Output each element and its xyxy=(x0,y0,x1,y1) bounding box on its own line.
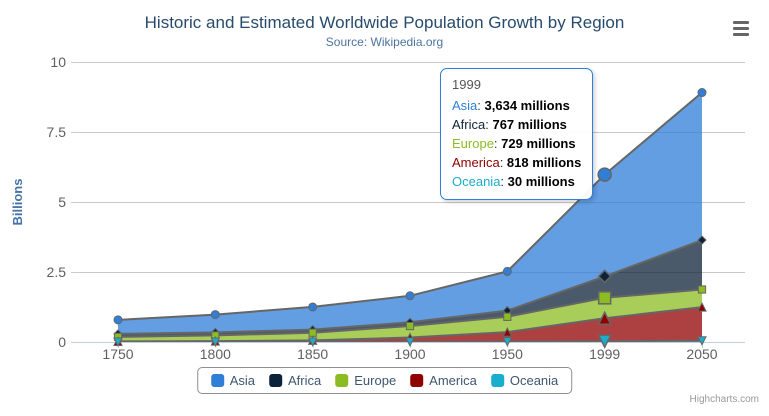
y-axis-title: Billions xyxy=(10,179,25,226)
tooltip-series-name: Oceania xyxy=(452,174,501,189)
tooltip-value: 30 millions xyxy=(507,174,575,189)
tooltip-value: 767 millions xyxy=(492,117,567,132)
tooltip-value: 3,634 millions xyxy=(484,98,570,113)
context-menu-icon[interactable] xyxy=(733,21,749,39)
x-axis-label-1850: 1850 xyxy=(297,346,328,362)
marker-europe-2050 xyxy=(697,285,707,294)
tooltip-series-name: Asia xyxy=(452,98,478,113)
marker-oceania-1900 xyxy=(405,337,415,347)
tooltip-row-america: America: 818 millions xyxy=(452,155,582,170)
marker-america-1950 xyxy=(502,327,513,337)
legend-item-asia[interactable]: Asia xyxy=(210,373,256,388)
hamburger-bar xyxy=(733,27,749,30)
y-axis-label-0: 0 xyxy=(58,334,66,350)
marker-asia-1999 xyxy=(597,167,612,182)
marker-asia-1900 xyxy=(405,291,415,301)
marker-asia-1850 xyxy=(308,302,318,312)
marker-asia-1950 xyxy=(502,266,512,276)
legend-item-africa[interactable]: Africa xyxy=(269,373,321,388)
y-axis-label-10: 10 xyxy=(50,54,66,70)
markers-oceania[interactable] xyxy=(113,334,707,349)
x-axis-label-1900: 1900 xyxy=(394,346,425,362)
chart-subtitle: Source: Wikipedia.org xyxy=(325,35,444,49)
legend-swatch-icon xyxy=(410,374,424,387)
marker-africa-2050 xyxy=(697,235,707,245)
marker-oceania-1800 xyxy=(210,337,221,348)
tooltip-rows: Asia: 3,634 millions Africa: 767 millions… xyxy=(452,96,581,191)
tooltip-value: 729 millions xyxy=(501,136,576,151)
tooltip-series-name: Europe xyxy=(452,136,494,151)
highcharts-credits-link[interactable]: Highcharts.com xyxy=(689,394,759,405)
legend-item-america[interactable]: America xyxy=(410,373,477,388)
y-axis-label-2.5: 2.5 xyxy=(47,264,67,280)
y-axis-label-5: 5 xyxy=(58,194,66,210)
hamburger-bar xyxy=(733,21,749,24)
tooltip-row-asia: Asia: 3,634 millions xyxy=(452,98,570,113)
marker-oceania-1850 xyxy=(307,337,318,348)
marker-asia-2050 xyxy=(697,88,707,98)
hamburger-bar xyxy=(733,33,749,36)
legend-item-label: America xyxy=(429,373,477,388)
tooltip: 1999 Asia: 3,634 millions Africa: 767 mil… xyxy=(440,68,594,200)
legend-swatch-icon xyxy=(335,374,349,387)
legend: Asia Africa Europe America Oceania xyxy=(196,367,573,394)
x-axis-label-1800: 1800 xyxy=(200,346,231,362)
area-america xyxy=(118,307,702,342)
legend-swatch-icon xyxy=(269,374,283,387)
y-axis-label-7.5: 7.5 xyxy=(47,124,67,140)
tooltip-header: 1999 xyxy=(452,77,481,92)
marker-america-2050 xyxy=(697,301,707,312)
legend-swatch-icon xyxy=(490,374,504,387)
marker-oceania-2050 xyxy=(697,336,707,346)
legend-item-label: Oceania xyxy=(509,373,559,388)
marker-europe-1999 xyxy=(597,291,612,305)
marker-oceania-1950 xyxy=(502,337,513,347)
chart-title: Historic and Estimated Worldwide Populat… xyxy=(144,13,625,32)
area-asia xyxy=(118,92,702,334)
x-axis-label-1750: 1750 xyxy=(102,346,133,362)
marker-oceania-1750 xyxy=(113,337,123,348)
y-axis: 0 2.5 5 7.5 10 Billions xyxy=(10,54,78,350)
x-axis-label-1950: 1950 xyxy=(492,346,523,362)
tooltip-series-name: Africa xyxy=(452,117,486,132)
legend-item-label: Asia xyxy=(229,373,256,388)
legend-item-label: Africa xyxy=(288,373,322,388)
marker-oceania-1999 xyxy=(597,334,612,349)
legend-swatch-icon xyxy=(210,374,224,387)
legend-item-europe[interactable]: Europe xyxy=(335,373,396,388)
marker-asia-1750 xyxy=(113,315,123,325)
marker-america-1999 xyxy=(597,310,612,326)
x-axis-label-1999: 1999 xyxy=(589,346,620,362)
marker-africa-1999 xyxy=(597,269,612,284)
tooltip-value: 818 millions xyxy=(506,155,582,170)
area-africa xyxy=(118,240,702,337)
markers-asia[interactable] xyxy=(113,88,707,325)
x-axis: 1750 1800 1850 1900 1950 1999 2050 xyxy=(78,342,745,362)
tooltip-row-europe: Europe: 729 millions xyxy=(452,136,576,151)
legend-item-oceania[interactable]: Oceania xyxy=(490,373,559,388)
tooltip-series-name: America xyxy=(452,155,500,170)
marker-europe-1950 xyxy=(503,312,512,321)
legend-item-label: Europe xyxy=(354,373,397,388)
tooltip-row-oceania: Oceania: 30 millions xyxy=(452,174,575,189)
marker-asia-1800 xyxy=(210,310,220,320)
marker-europe-1850 xyxy=(308,328,317,337)
tooltip-row-africa: Africa: 767 millions xyxy=(452,117,567,132)
x-axis-label-2050: 2050 xyxy=(686,346,717,362)
marker-europe-1900 xyxy=(405,321,415,331)
